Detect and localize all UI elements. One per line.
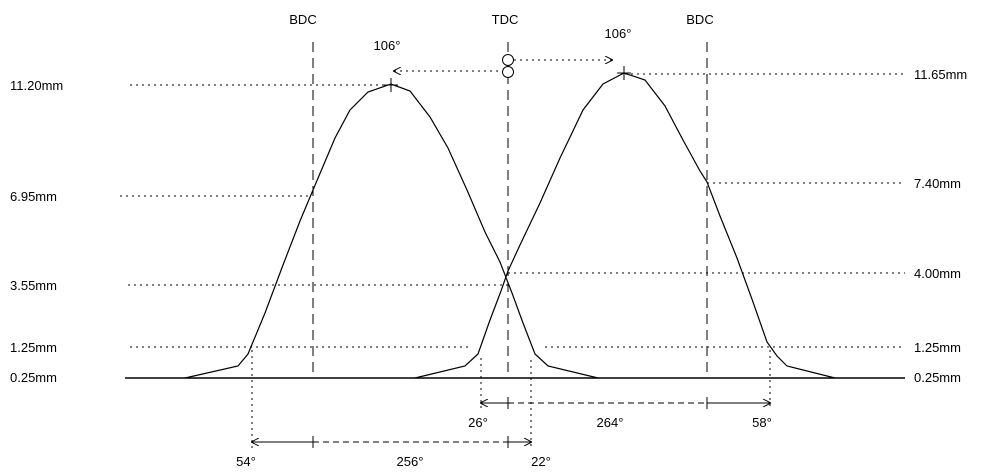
upper-duration-right-label: 58°	[752, 415, 772, 430]
lower-duration-right-label: 22°	[531, 454, 551, 469]
left-lift-label: 1.25mm	[10, 340, 57, 355]
right-lift-label: 4.00mm	[914, 266, 961, 281]
exhaust-peak-angle-label: 106°	[605, 26, 632, 41]
upper-duration-left-label: 26°	[468, 415, 488, 430]
upper-duration-middle-label: 264°	[597, 415, 624, 430]
left-lift-label: 6.95mm	[10, 189, 57, 204]
intake-peak-angle-label: 106°	[374, 38, 401, 53]
bdc-left-label: BDC	[289, 12, 316, 27]
right-lift-label: 1.25mm	[914, 340, 961, 355]
tdc-label: TDC	[492, 12, 519, 27]
exhaust-lift-curve	[414, 72, 836, 379]
right-lift-label: 7.40mm	[914, 176, 961, 191]
lower-duration-left-label: 54°	[236, 454, 256, 469]
right-lift-label: 0.25mm	[914, 370, 961, 385]
intake-lift-curve	[184, 83, 599, 379]
left-lift-label: 11.20mm	[10, 78, 63, 93]
tdc-circle-lower	[502, 66, 514, 78]
bdc-right-label: BDC	[686, 12, 713, 27]
left-lift-label: 3.55mm	[10, 278, 57, 293]
right-lift-label: 11.65mm	[914, 67, 967, 82]
tdc-circle-upper	[502, 54, 514, 66]
left-lift-label: 0.25mm	[10, 370, 57, 385]
lower-duration-middle-label: 256°	[397, 454, 424, 469]
